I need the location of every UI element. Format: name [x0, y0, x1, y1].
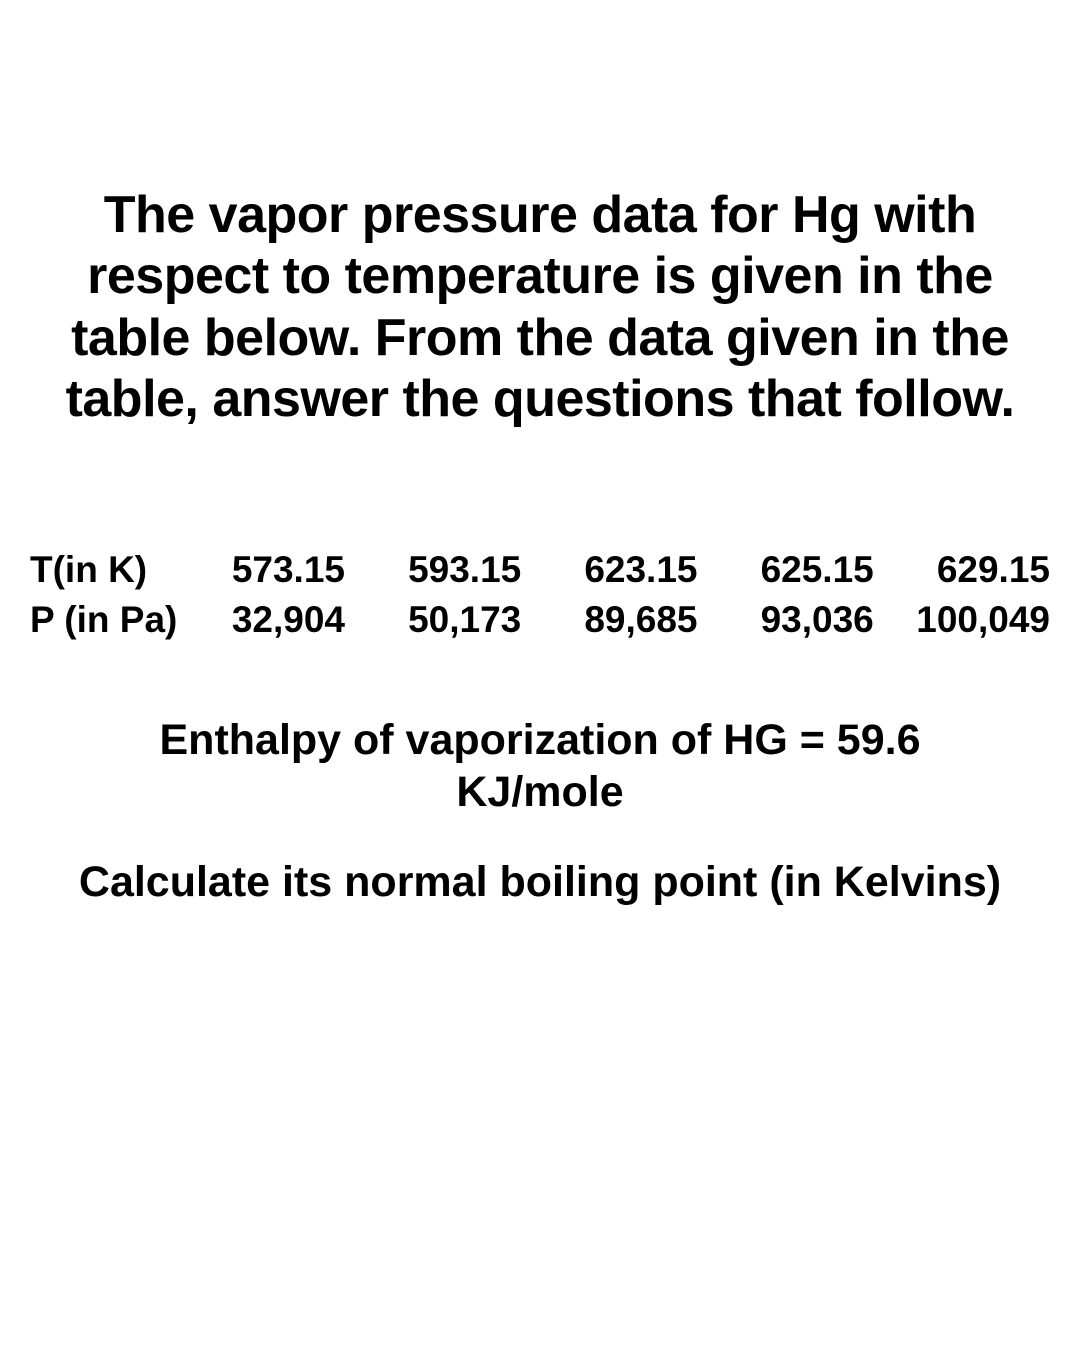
- page-title: The vapor pressure data for Hg with resp…: [30, 185, 1050, 430]
- pressure-value-5: 100,049: [910, 595, 1050, 645]
- pressure-value-4: 93,036: [734, 595, 874, 645]
- row-label-pressure: P (in Pa): [30, 595, 205, 645]
- question-statement: Calculate its normal boiling point (in K…: [30, 857, 1050, 909]
- temp-value-1: 573.15: [205, 545, 345, 595]
- pressure-value-2: 50,173: [381, 595, 521, 645]
- pressure-value-1: 32,904: [205, 595, 345, 645]
- row-label-temperature: T(in K): [30, 545, 205, 595]
- table-row: P (in Pa) 32,904 50,173 89,685 93,036 10…: [30, 595, 1050, 645]
- temp-value-5: 629.15: [910, 545, 1050, 595]
- temp-value-4: 625.15: [734, 545, 874, 595]
- temperature-values: 573.15 593.15 623.15 625.15 629.15: [205, 545, 1050, 595]
- data-table: T(in K) 573.15 593.15 623.15 625.15 629.…: [30, 545, 1050, 645]
- pressure-value-3: 89,685: [558, 595, 698, 645]
- enthalpy-statement: Enthalpy of vaporization of HG = 59.6 KJ…: [30, 715, 1050, 818]
- pressure-values: 32,904 50,173 89,685 93,036 100,049: [205, 595, 1050, 645]
- temp-value-2: 593.15: [381, 545, 521, 595]
- temp-value-3: 623.15: [558, 545, 698, 595]
- table-row: T(in K) 573.15 593.15 623.15 625.15 629.…: [30, 545, 1050, 595]
